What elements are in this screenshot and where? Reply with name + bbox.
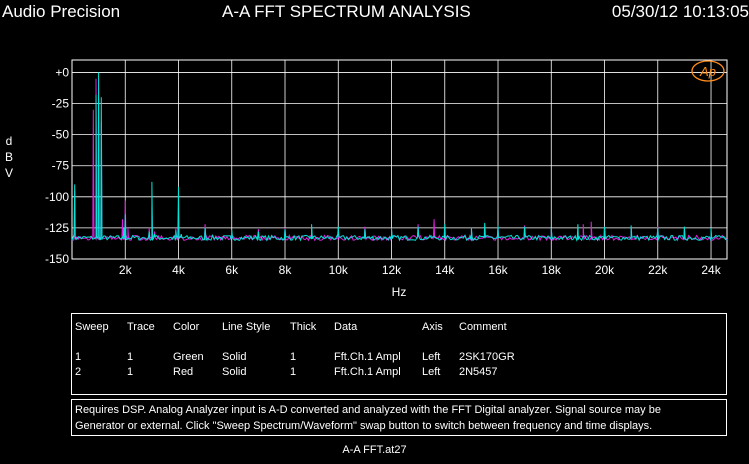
brand-label: Audio Precision	[2, 2, 121, 21]
legend-header-cell: Line Style	[222, 321, 271, 333]
x-tick-label: 4k	[172, 263, 186, 277]
page-title: A-A FFT SPECTRUM ANALYSIS	[222, 2, 471, 21]
chart-grid	[71, 59, 728, 260]
x-tick-label: 24k	[701, 263, 721, 277]
legend-cell: 2SK170GR	[459, 351, 515, 363]
y-axis-label-char: V	[4, 166, 13, 180]
y-tick-label: -150	[45, 252, 69, 266]
y-axis-label-char: d	[5, 134, 13, 148]
legend-cell: Solid	[222, 351, 247, 363]
legend-header-cell: Thick	[290, 321, 317, 333]
x-tick-label: 16k	[488, 263, 508, 277]
plot-frame	[71, 59, 728, 260]
legend-cell: Left	[422, 366, 441, 378]
y-tick-label: -125	[45, 221, 69, 235]
legend-cell: 2N5457	[459, 366, 498, 378]
ap-logo-text: Ap	[699, 64, 716, 79]
legend-cell: 1	[290, 351, 297, 363]
x-axis-label: Hz	[392, 285, 407, 299]
series-line-2N5457	[71, 78, 728, 242]
legend-header-cell: Comment	[459, 321, 507, 333]
legend-header-cell: Sweep	[75, 321, 109, 333]
legend-header-cell: Trace	[127, 321, 155, 333]
x-tick-label: 14k	[435, 263, 455, 277]
ap-logo: Ap	[691, 60, 725, 82]
legend-cell: 1	[75, 351, 82, 363]
legend-table: Sweep Trace Color Line Style Thick Data Axis Co…	[71, 313, 727, 395]
legend-header-cell: Color	[173, 321, 200, 333]
legend-header-cell: Axis	[422, 321, 443, 333]
x-tick-label: 18k	[542, 263, 562, 277]
y-tick-label: +0	[55, 65, 69, 79]
legend-cell: Solid	[222, 366, 247, 378]
legend-cell: Left	[422, 351, 441, 363]
legend-header-cell: Data	[334, 321, 358, 333]
legend-cell: 1	[127, 366, 134, 378]
notes-box: Requires DSP. Analog Analyzer input is A…	[71, 399, 727, 436]
footer-filename: A-A FFT.at27	[342, 444, 407, 456]
x-tick-label: 2k	[119, 263, 133, 277]
timestamp: 05/30/12 10:13:05	[611, 2, 749, 21]
x-tick-label: 8k	[279, 263, 293, 277]
y-tick-label: -75	[52, 159, 70, 173]
y-tick-label: -100	[45, 190, 69, 204]
x-tick-label: 20k	[595, 263, 615, 277]
y-axis-label-char: B	[4, 150, 13, 164]
series-line-2SK170GR	[71, 72, 728, 242]
x-tick-label: 12k	[382, 263, 402, 277]
y-tick-label: -25	[52, 97, 70, 111]
note-line: Requires DSP. Analog Analyzer input is A…	[75, 404, 661, 416]
legend-cell: Red	[173, 366, 194, 378]
legend-cell: 1	[127, 351, 134, 363]
spectrum-chart: 2k 4k 6k 8k 10k 12k 14k 16k 18k 20k 22k 24k +0 -25 -50…	[45, 59, 728, 299]
y-tick-label: -50	[52, 128, 70, 142]
y-axis-label: d B V	[3, 133, 15, 181]
legend-cell: Fft.Ch.1 Ampl	[334, 351, 401, 363]
x-tick-label: 6k	[225, 263, 239, 277]
x-tick-label: 10k	[329, 263, 349, 277]
legend-cell: 2	[75, 366, 82, 378]
note-line: Generator or external. Click "Sweep Spec…	[75, 420, 653, 432]
legend-cell: 1	[290, 366, 297, 378]
x-tick-label: 22k	[648, 263, 668, 277]
legend-cell: Fft.Ch.1 Ampl	[334, 366, 401, 378]
legend-cell: Green	[173, 351, 204, 363]
